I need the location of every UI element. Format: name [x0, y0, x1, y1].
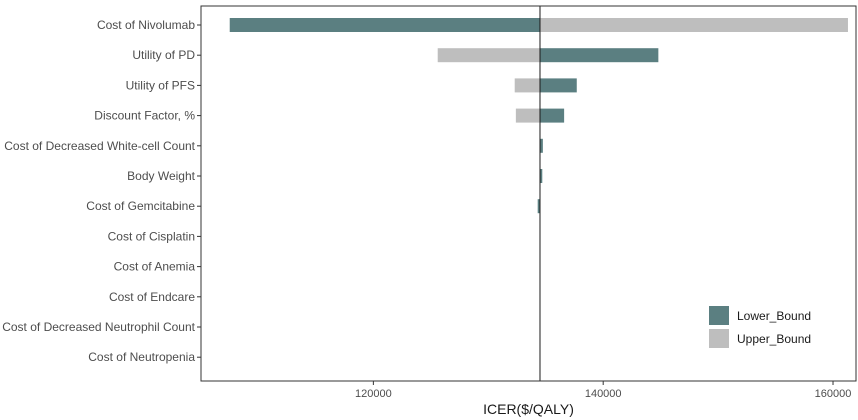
lower-bound-bar — [539, 138, 543, 153]
category-label: Utility of PD — [132, 48, 195, 62]
category-label: Cost of Anemia — [114, 260, 196, 274]
legend-swatch — [709, 306, 729, 325]
category-label: Discount Factor, % — [94, 109, 195, 123]
category-label: Cost of Nivolumab — [97, 18, 195, 32]
lower-bound-bar — [539, 108, 565, 123]
category-label: Cost of Endcare — [109, 290, 195, 304]
x-tick-label: 140000 — [585, 388, 622, 400]
x-tick-label: 160000 — [815, 388, 852, 400]
category-label: Utility of PFS — [126, 78, 195, 92]
legend: Lower_Bound Upper_Bound — [709, 306, 811, 348]
x-axis-ticks: 120000 140000 160000 — [355, 381, 851, 400]
legend-label: Lower_Bound — [737, 309, 811, 323]
upper-bound-bar — [514, 78, 540, 93]
category-label: Body Weight — [127, 169, 195, 183]
lower-bound-bar — [539, 169, 543, 183]
x-axis-title: ICER($/QALY) — [483, 401, 574, 417]
category-label: Cost of Gemcitabine — [86, 199, 195, 213]
lower-bound-bar — [537, 199, 540, 214]
lower-bound-bar — [539, 48, 659, 63]
category-labels: Cost of Nivolumab Utility of PD Utility of… — [2, 18, 201, 364]
category-label: Cost of Cisplatin — [108, 229, 195, 243]
category-label: Cost of Decreased Neutrophil Count — [2, 320, 195, 334]
category-label: Cost of Decreased White-cell Count — [4, 139, 195, 153]
legend-swatch — [709, 329, 729, 348]
lower-bound-bar — [229, 18, 540, 32]
upper-bound-bar — [515, 108, 540, 123]
lower-bound-bar — [539, 78, 577, 93]
plot-panel-border — [200, 5, 857, 382]
upper-bound-bar — [539, 18, 848, 32]
upper-bound-bar — [437, 48, 540, 63]
x-tick-label: 120000 — [355, 388, 392, 400]
legend-label: Upper_Bound — [737, 332, 811, 346]
category-label: Cost of Neutropenia — [88, 350, 195, 364]
bars-layer — [229, 18, 848, 214]
